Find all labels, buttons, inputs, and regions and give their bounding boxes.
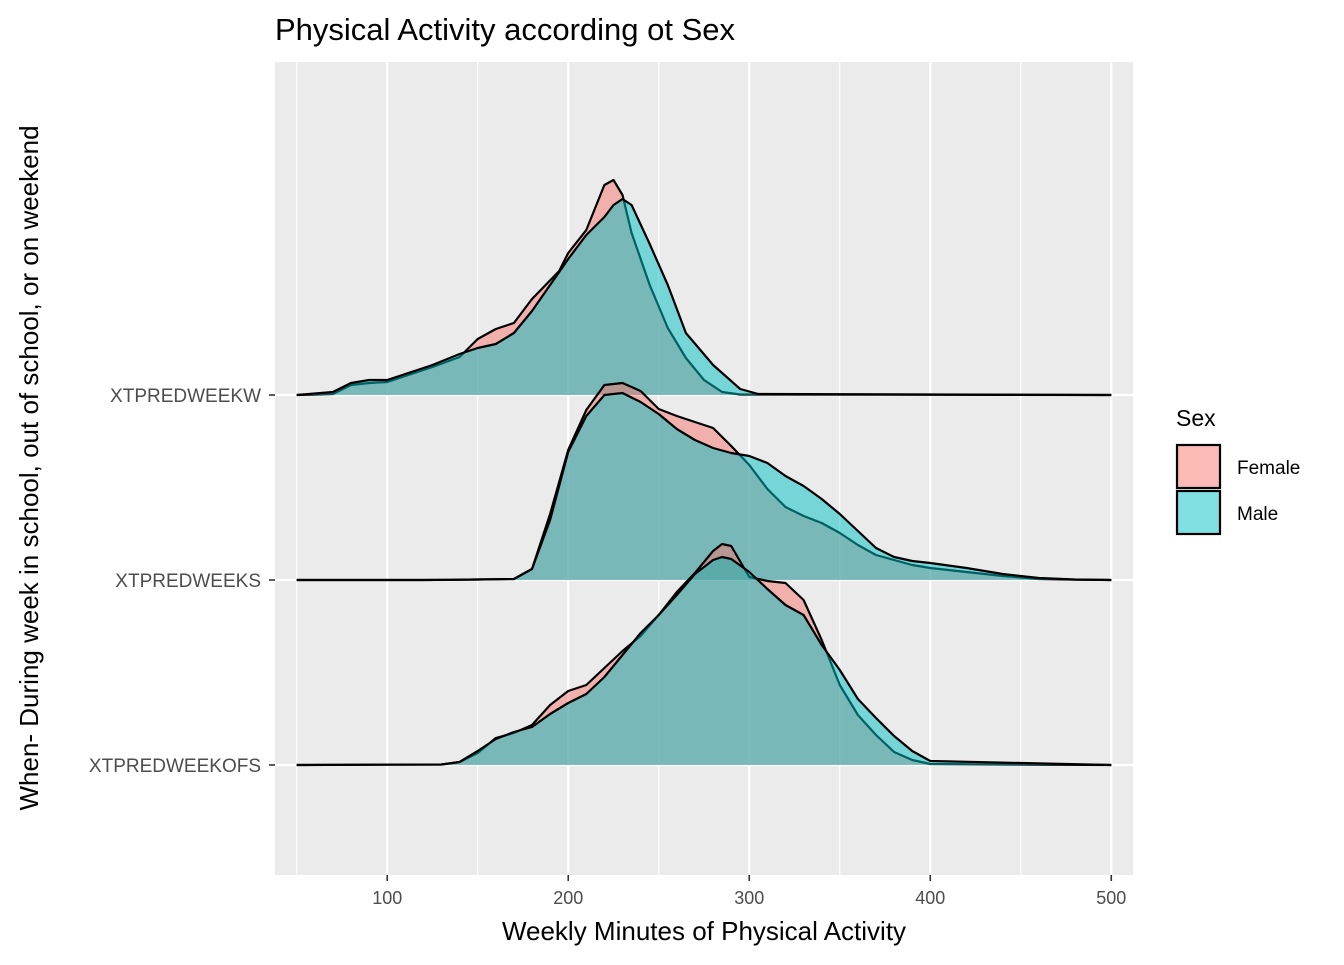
- ridge-xtpredweekw: [296, 178, 1112, 397]
- legend-key-male: [1175, 489, 1222, 536]
- y-tick-label: XTPREDWEEKOFS: [89, 756, 261, 777]
- ridges: [296, 178, 1112, 767]
- x-axis-title: Weekly Minutes of Physical Activity: [502, 916, 906, 946]
- legend-title: Sex: [1176, 405, 1216, 431]
- x-tick-label: 500: [1096, 888, 1126, 908]
- chart-title: Physical Activity according ot Sex: [275, 12, 736, 47]
- density-area-male: [296, 557, 1112, 765]
- legend-label-male: Male: [1237, 504, 1278, 525]
- density-area-male: [296, 199, 1112, 395]
- x-tick-label: 400: [915, 888, 945, 908]
- y-tick-label: XTPREDWEEKS: [115, 571, 261, 592]
- legend-keys: Female Male: [1175, 443, 1300, 536]
- y-axis: XTPREDWEEKOFS XTPREDWEEKS XTPREDWEEKW: [89, 386, 275, 777]
- ridge-xtpredweekofs: [296, 542, 1112, 767]
- density-area-male: [296, 393, 1112, 580]
- ridge-xtpredweeks: [296, 381, 1112, 582]
- legend-label-female: Female: [1237, 458, 1300, 479]
- y-tick-label: XTPREDWEEKW: [110, 386, 261, 407]
- x-axis: 100 200 300 400 500: [372, 875, 1126, 908]
- density-line-male: [296, 197, 1112, 397]
- legend: Sex Female Male: [1175, 405, 1300, 536]
- density-line-male: [296, 555, 1112, 767]
- x-tick-label: 300: [734, 888, 764, 908]
- legend-key-female: [1175, 443, 1222, 490]
- x-tick-label: 200: [553, 888, 583, 908]
- y-axis-title: When- During week in school, out of scho…: [14, 125, 44, 810]
- density-line-male: [296, 391, 1112, 582]
- x-tick-label: 100: [372, 888, 402, 908]
